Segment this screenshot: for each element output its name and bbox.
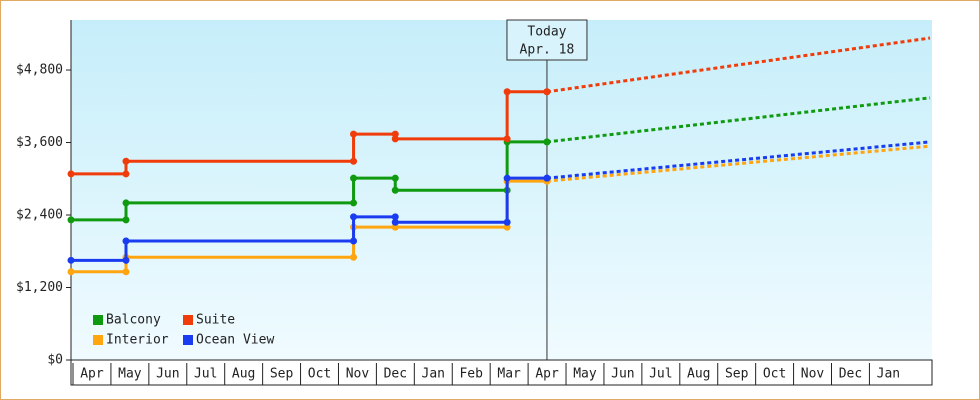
- x-tick-label: May: [573, 367, 597, 382]
- point: [503, 135, 511, 143]
- x-tick-label: Jun: [156, 367, 179, 382]
- point: [543, 174, 551, 182]
- x-tick-label: Feb: [459, 367, 483, 382]
- point: [543, 88, 551, 96]
- point: [391, 130, 399, 138]
- point: [391, 213, 399, 221]
- point: [122, 157, 130, 165]
- point: [122, 268, 130, 276]
- legend-label: Interior: [106, 333, 169, 348]
- x-tick-label: Nov: [346, 367, 370, 382]
- x-tick-label: Dec: [839, 367, 862, 382]
- x-tick-label: Jan: [877, 367, 900, 382]
- legend-swatch: [93, 315, 103, 325]
- legend-swatch: [183, 315, 193, 325]
- point: [350, 253, 358, 261]
- y-tick-label: $3,600: [16, 135, 63, 150]
- point: [391, 218, 399, 226]
- point: [391, 135, 399, 143]
- point: [122, 216, 130, 224]
- point: [350, 237, 358, 245]
- today-title: Today: [527, 25, 566, 40]
- point: [67, 170, 75, 178]
- y-tick-label: $0: [47, 353, 63, 368]
- point: [350, 130, 358, 138]
- y-tick-label: $2,400: [16, 208, 63, 223]
- point: [350, 174, 358, 182]
- point: [122, 199, 130, 207]
- x-tick-label: Aug: [232, 367, 255, 382]
- point: [350, 157, 358, 165]
- x-tick-label: Jun: [611, 367, 634, 382]
- y-tick-label: $4,800: [16, 63, 63, 78]
- x-tick-label: Sep: [270, 367, 294, 382]
- point: [122, 237, 130, 245]
- x-tick-label: Jul: [649, 367, 672, 382]
- point: [350, 199, 358, 207]
- point: [543, 138, 551, 146]
- legend-label: Ocean View: [196, 333, 274, 348]
- projection-line: [546, 144, 931, 183]
- x-tick-label: Dec: [384, 367, 407, 382]
- today-date: Apr. 18: [520, 43, 575, 58]
- legend-label: Balcony: [106, 313, 161, 328]
- projection-line: [546, 140, 931, 180]
- point: [122, 170, 130, 178]
- x-tick-label: Mar: [497, 367, 521, 382]
- x-tick-label: Jan: [422, 367, 445, 382]
- x-tick-label: Oct: [308, 367, 331, 382]
- point: [67, 268, 75, 276]
- point: [122, 256, 130, 264]
- point: [503, 88, 511, 96]
- x-tick-label: Apr: [535, 367, 559, 382]
- x-axis-band: [70, 359, 933, 386]
- x-tick-label: Aug: [687, 367, 710, 382]
- point: [503, 223, 511, 231]
- x-tick-label: Apr: [80, 367, 104, 382]
- projection-line: [546, 96, 931, 144]
- point: [391, 223, 399, 231]
- y-tick-label: $1,200: [16, 280, 63, 295]
- today-box: [506, 19, 588, 61]
- point: [503, 174, 511, 182]
- legend-swatch: [93, 335, 103, 345]
- x-tick-label: May: [118, 367, 142, 382]
- point: [503, 218, 511, 226]
- x-tick-label: Oct: [763, 367, 786, 382]
- point: [67, 216, 75, 224]
- point: [391, 186, 399, 194]
- point: [67, 256, 75, 264]
- x-tick-label: Jul: [194, 367, 217, 382]
- projection-line: [546, 36, 931, 94]
- x-tick-label: Sep: [725, 367, 749, 382]
- legend-swatch: [183, 335, 193, 345]
- legend-label: Suite: [196, 313, 235, 328]
- point: [350, 213, 358, 221]
- point: [391, 174, 399, 182]
- x-tick-label: Nov: [801, 367, 825, 382]
